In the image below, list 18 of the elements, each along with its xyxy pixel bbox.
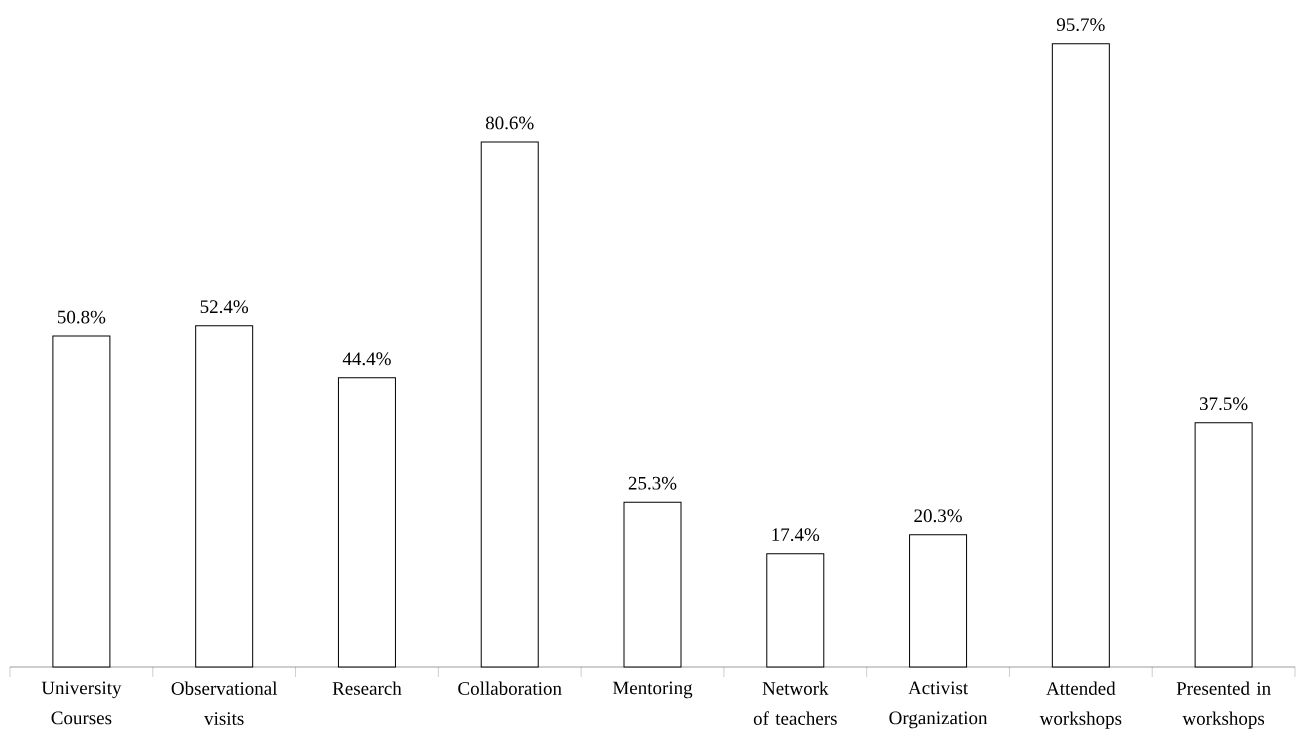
x-tick-label: Observational visits bbox=[171, 681, 278, 725]
x-tick-label: Mentoring bbox=[612, 681, 693, 699]
data-label: 95.7% bbox=[1056, 18, 1105, 32]
x-tick-label: Attended workshops bbox=[1039, 681, 1122, 729]
x-tick-label: Activist Organization bbox=[889, 681, 988, 729]
data-label: 50.8% bbox=[57, 310, 106, 324]
data-label: 17.4% bbox=[772, 528, 820, 542]
data-label: 80.6% bbox=[485, 116, 534, 130]
x-tick-label: University Courses bbox=[41, 681, 122, 725]
data-label: 25.3% bbox=[628, 476, 677, 490]
data-label: 37.5% bbox=[1199, 397, 1248, 411]
data-label: 52.4% bbox=[200, 300, 249, 314]
x-tick-label: Presented in workshops bbox=[1176, 681, 1271, 729]
x-tick-label: Network of teachers bbox=[753, 681, 837, 725]
x-tick-label: Research bbox=[332, 681, 402, 695]
x-tick-label: Collaboration bbox=[458, 681, 562, 695]
data-label: 20.3% bbox=[914, 509, 962, 523]
data-label: 44.4% bbox=[342, 352, 391, 366]
